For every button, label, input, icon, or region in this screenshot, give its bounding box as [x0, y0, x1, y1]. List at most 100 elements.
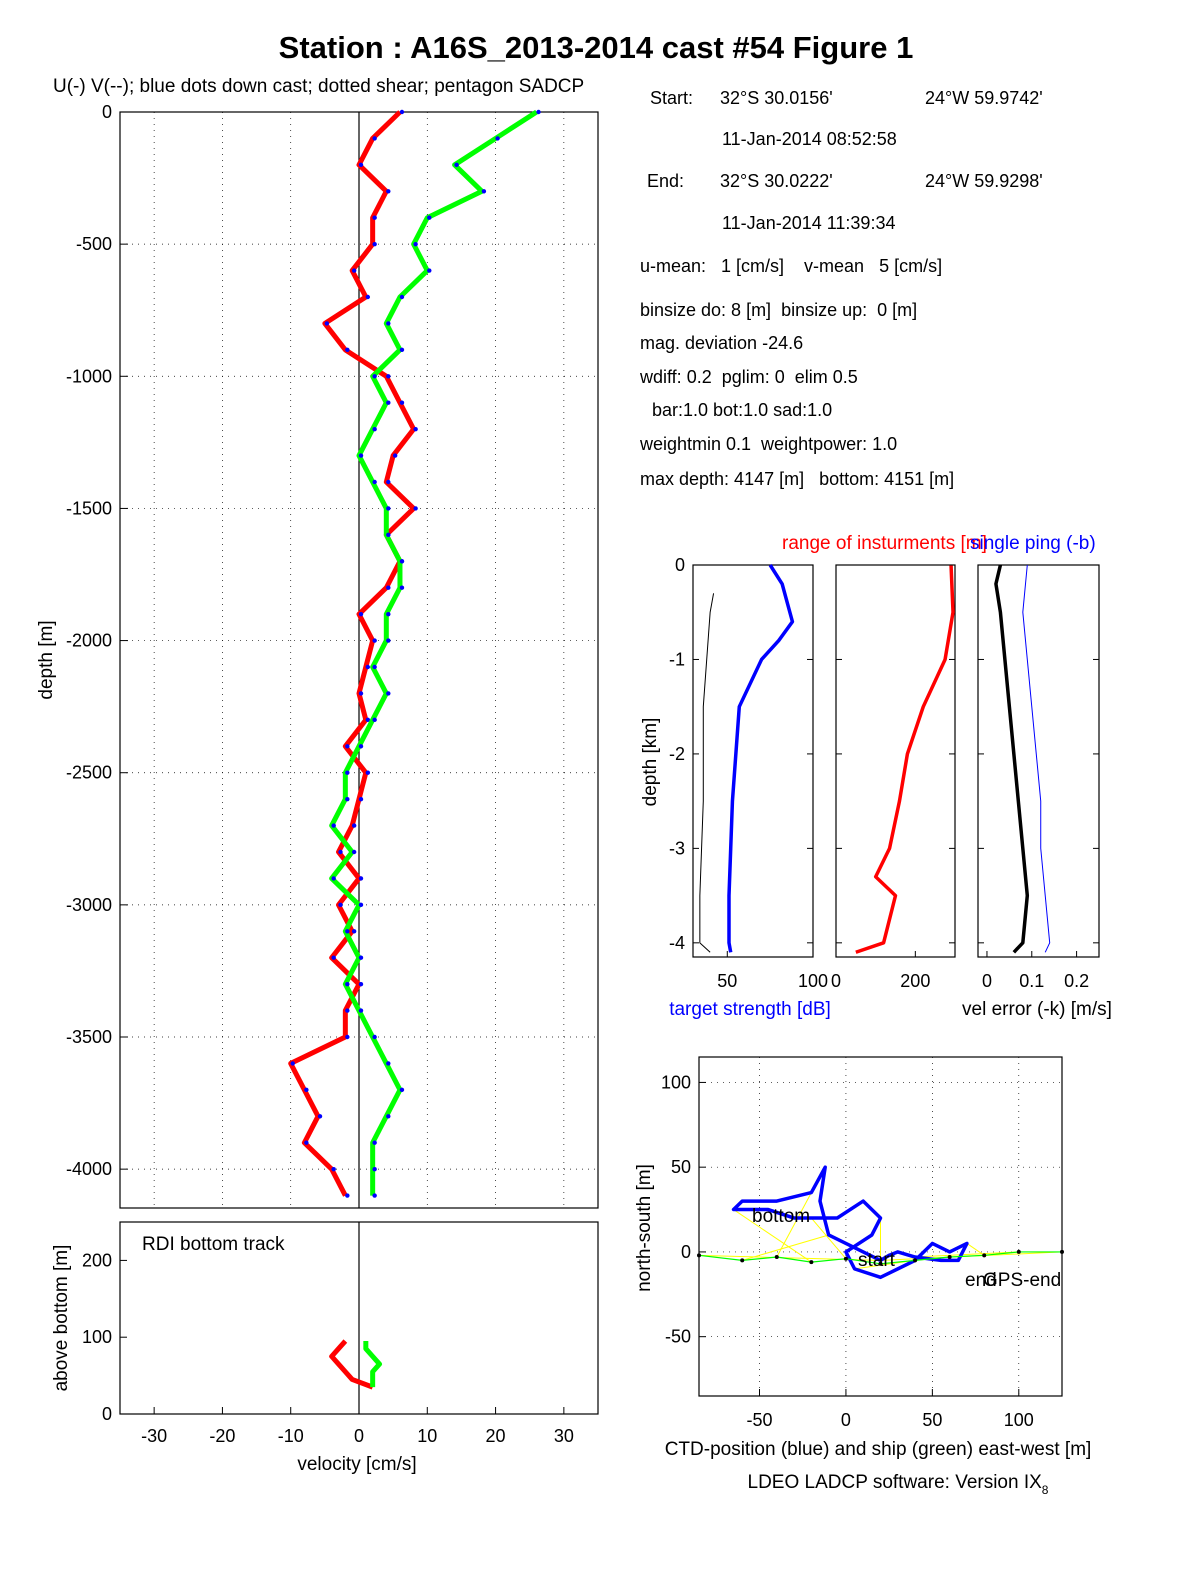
downcast-dot: [386, 1114, 391, 1119]
downcast-dot: [386, 585, 391, 590]
velocity-profile-panel: 0 -500 -1000 -1500 -2000 -2500 -3000 -3500 -4000…: [36, 102, 599, 1209]
downcast-dot: [399, 585, 405, 590]
downcast-dot: [372, 1166, 377, 1172]
downcast-dot: [386, 1061, 391, 1066]
downcast-dot: [358, 796, 364, 802]
downcast-dot: [372, 479, 377, 485]
legend-text: U(-) V(--); blue dots down cast; dotted …: [53, 76, 584, 97]
velocity-series-green: [329, 109, 538, 1196]
pos-link-line: [733, 1209, 812, 1263]
downcast-dot: [365, 294, 371, 300]
bottom-track-ytick-label: 200: [82, 1250, 112, 1270]
velocity-ytick-label: -3500: [66, 1027, 112, 1047]
downcast-dot: [345, 1193, 350, 1198]
pos-link-line: [810, 1217, 847, 1260]
bottom-track-xtick-label: -30: [141, 1426, 167, 1446]
xtick-label: 0: [982, 971, 992, 991]
velocity-ytick-label: -500: [76, 234, 112, 254]
footer-subscript: 8: [1042, 1483, 1049, 1497]
downcast-dot: [372, 215, 377, 220]
ytick-label: -1: [669, 649, 685, 669]
pos-annotation-gps-end: GPS-end: [983, 1270, 1061, 1291]
downcast-dot: [338, 849, 343, 855]
station-info: Start: 32°S 30.0156' 24°W 59.9742' 11-Ja…: [639, 88, 1043, 489]
downcast-dot: [372, 717, 377, 723]
velocity-series-red: [288, 110, 417, 1197]
pos-link-line: [915, 1251, 1019, 1258]
start-label: Start:: [650, 88, 693, 108]
footer-text: LDEO LADCP software: Version IX8: [748, 1472, 1049, 1497]
downcast-dot: [386, 691, 391, 696]
downcast-dot: [386, 506, 391, 511]
downcast-dot: [427, 268, 432, 273]
velocity-ylabel: depth [m]: [36, 620, 57, 699]
downcast-dot: [331, 876, 336, 881]
bottom-track-xtick-label: 0: [354, 1426, 364, 1446]
downcast-dot: [358, 744, 364, 749]
downcast-dot: [481, 189, 487, 194]
downcast-dot: [386, 374, 391, 379]
downcast-dot: [372, 426, 377, 432]
pos-ylabel: north-south [m]: [634, 1164, 655, 1292]
downcast-dot: [392, 453, 398, 458]
pos-xtick-label: -50: [746, 1410, 772, 1430]
end-lat: 32°S 30.0222': [720, 171, 833, 191]
pos-ytick-label: 0: [681, 1242, 691, 1262]
ve-axes-box: [977, 564, 1100, 958]
downcast-dot: [358, 876, 364, 881]
downcast-dot: [290, 1061, 295, 1066]
pos-annotation-bottom: bottom: [752, 1206, 810, 1227]
profile-series-red: [855, 564, 955, 954]
downcast-dot: [372, 1034, 377, 1040]
downcast-dot: [331, 955, 336, 960]
figure-title: Station : A16S_2013-2014 cast #54 Figure…: [279, 30, 914, 65]
bottom-track-xtick-label: -20: [209, 1426, 235, 1446]
downcast-dot: [358, 453, 364, 458]
profile-series-black: [994, 564, 1030, 954]
downcast-dot: [358, 902, 364, 908]
downcast-dot: [399, 109, 405, 115]
downcast-dot: [454, 162, 459, 168]
pos-annotation-start: start: [858, 1250, 896, 1271]
downcast-dot: [345, 796, 350, 802]
downcast-dot: [399, 400, 405, 405]
downcast-dot: [358, 1008, 364, 1013]
start-lat: 32°S 30.0156': [720, 88, 833, 108]
bottom-track-ylabel: above bottom [m]: [51, 1245, 72, 1392]
downcast-dot: [386, 532, 391, 538]
ts-ylabel: depth [km]: [640, 718, 661, 807]
downcast-dot: [372, 1193, 377, 1198]
downcast-dot: [386, 479, 391, 485]
downcast-dot: [317, 1114, 323, 1119]
pos-xtick-label: 0: [841, 1410, 851, 1430]
pos-link-line: [742, 1234, 829, 1261]
ship-fix-dot: [809, 1260, 814, 1265]
downcast-dot: [358, 611, 364, 617]
downcast-dot: [338, 902, 343, 908]
pos-series-blue: [731, 1165, 969, 1280]
start-time: 11-Jan-2014 08:52:58: [722, 129, 897, 149]
xtick-label: 0.2: [1064, 971, 1089, 991]
xtick-label: 100: [798, 971, 828, 991]
end-lon: 24°W 59.9298': [925, 171, 1043, 191]
bottom-track-ytick-label: 100: [82, 1327, 112, 1347]
downcast-dot: [345, 929, 350, 934]
velocity-ytick-label: -2500: [66, 763, 112, 783]
bottom-track-xtick-label: 30: [554, 1426, 574, 1446]
bottom-track-ytick-label: 0: [102, 1404, 112, 1424]
bar-bot-sad: bar:1.0 bot:1.0 sad:1.0: [652, 400, 832, 420]
downcast-dot: [372, 664, 377, 670]
downcast-dot: [331, 1166, 336, 1172]
downcast-dot: [399, 294, 405, 300]
range-title: range of insturments [m]: [782, 533, 987, 554]
downcast-dot: [427, 215, 432, 220]
ship-fix-dot: [878, 1261, 883, 1266]
downcast-dot: [372, 241, 377, 247]
downcast-dot: [413, 426, 418, 432]
weight: weightmin 0.1 weightpower: 1.0: [639, 434, 897, 454]
ship-fix-dot: [913, 1258, 918, 1263]
pos-annotation-end: end: [965, 1270, 997, 1291]
pos-ticks: -50 0 50 100 100 50 0 -50: [661, 1072, 1034, 1430]
pos-ytick-label: 100: [661, 1072, 691, 1092]
ship-fix-dot: [740, 1258, 745, 1263]
